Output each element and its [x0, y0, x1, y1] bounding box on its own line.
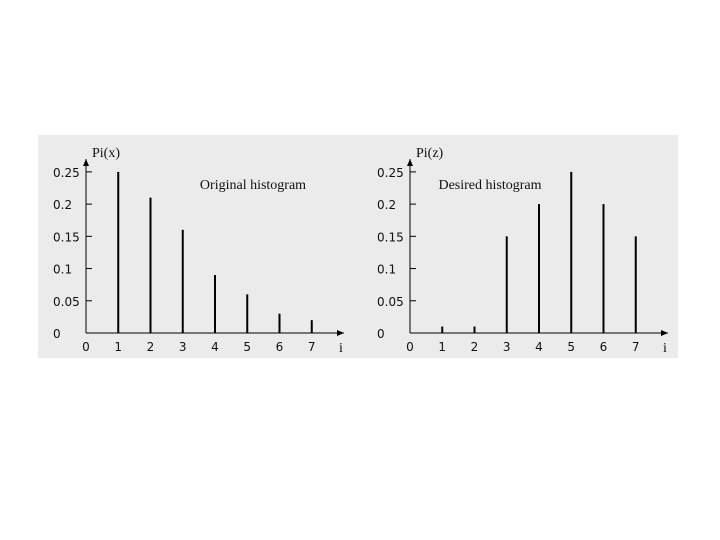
x-axis-label: i: [339, 341, 343, 356]
y-tick-label: 0.15: [377, 230, 404, 244]
x-axis-arrow: [661, 330, 668, 336]
y-tick-label: 0.25: [377, 166, 404, 180]
x-tick-label: 0: [82, 340, 90, 354]
y-tick-label: 0.1: [377, 263, 396, 277]
chart-background: [38, 135, 678, 358]
x-tick-label: 6: [600, 340, 608, 354]
x-tick-label: 3: [503, 340, 511, 354]
y-tick-label: 0: [53, 327, 61, 341]
x-tick-label: 1: [438, 340, 446, 354]
y-tick-label: 0.2: [377, 198, 396, 212]
x-tick-label: 4: [211, 340, 219, 354]
y-axis-arrow: [83, 159, 89, 166]
y-tick-label: 0: [377, 327, 385, 341]
y-tick-label: 0.1: [53, 263, 72, 277]
y-axis-label: Pi(z): [416, 146, 444, 161]
y-axis-label: Pi(x): [92, 146, 120, 161]
chart-title: Original histogram: [200, 178, 306, 193]
y-tick-label: 0.05: [377, 295, 404, 309]
x-tick-label: 0: [406, 340, 414, 354]
y-tick-label: 0.15: [53, 230, 80, 244]
x-tick-label: 1: [114, 340, 122, 354]
y-tick-label: 0.05: [53, 295, 80, 309]
x-axis-arrow: [337, 330, 344, 336]
x-tick-label: 7: [632, 340, 640, 354]
x-tick-label: 2: [471, 340, 479, 354]
x-tick-label: 2: [147, 340, 155, 354]
x-tick-label: 5: [567, 340, 575, 354]
x-axis-label: i: [663, 341, 667, 356]
x-tick-label: 3: [179, 340, 187, 354]
chart-title: Desired histogram: [438, 178, 541, 193]
y-axis-arrow: [407, 159, 413, 166]
y-tick-label: 0.25: [53, 166, 80, 180]
x-tick-label: 7: [308, 340, 316, 354]
x-tick-label: 6: [276, 340, 284, 354]
y-tick-label: 0.2: [53, 198, 72, 212]
x-tick-label: 5: [243, 340, 251, 354]
x-tick-label: 4: [535, 340, 543, 354]
